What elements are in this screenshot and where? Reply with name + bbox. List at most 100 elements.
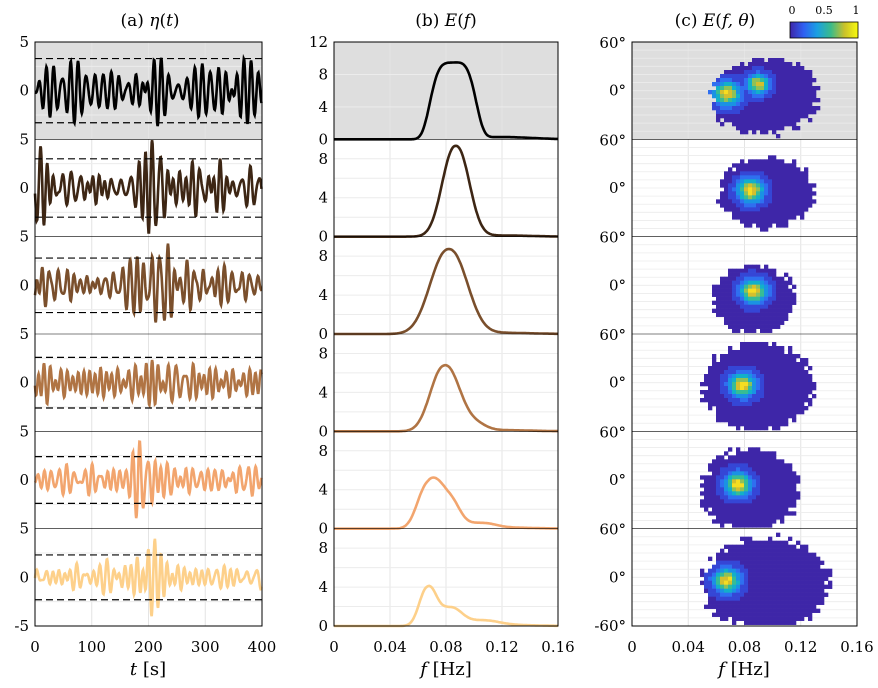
panel-c-cell <box>772 215 777 220</box>
panel-c-cell <box>736 280 741 285</box>
panel-c-cell <box>792 78 797 83</box>
panel-c-cell <box>760 227 765 232</box>
panel-c-cell <box>772 604 777 609</box>
panel-c-cell <box>788 187 793 192</box>
panel-c-cell <box>772 560 777 565</box>
panel-c-title: (c) E(f, θ) <box>675 11 756 31</box>
panel-c-cell <box>760 346 765 351</box>
panel-c-cell <box>740 296 745 301</box>
panel-c-cell <box>796 98 801 103</box>
panel-c-cell <box>756 572 761 577</box>
panel-c-cell <box>744 82 749 87</box>
panel-c-cell <box>744 312 749 317</box>
panel-c-cell <box>700 580 705 585</box>
panel-c-cell <box>796 596 801 601</box>
panel-c-cell <box>796 86 801 91</box>
panel-c-cell <box>768 511 773 516</box>
panel-c-cell <box>756 171 761 176</box>
panel-c-cell <box>760 467 765 472</box>
panel-c-cell <box>796 199 801 204</box>
panel-c-cell <box>784 503 789 508</box>
panel-c-cell <box>804 114 809 119</box>
panel-c-cell <box>740 346 745 351</box>
panel-c-cell <box>764 312 769 317</box>
panel-c-cell <box>748 552 753 557</box>
panel-c-cell <box>708 394 713 399</box>
panel-c-cell <box>740 304 745 309</box>
panel-c-cell <box>804 175 809 180</box>
panel-c-cell <box>720 491 725 496</box>
panel-c-xlabel: f [Hz] <box>716 659 770 680</box>
panel-c-cell <box>792 354 797 359</box>
panel-c-cell <box>788 564 793 569</box>
panel-c-cell <box>720 588 725 593</box>
panel-c-cell <box>716 312 721 317</box>
panel-c-cell <box>796 495 801 500</box>
panel-c-cell <box>772 304 777 309</box>
panel-c-cell <box>716 495 721 500</box>
panel-c-cell <box>804 203 809 208</box>
panel-c-cell <box>736 491 741 496</box>
panel-b-ytick-4-row-6: 4 <box>318 578 328 596</box>
panel-c-cell <box>800 596 805 601</box>
panel-c-cell <box>760 422 765 427</box>
colorbar-tick-0: 0 <box>789 4 796 17</box>
panel-c-cell <box>780 374 785 379</box>
panel-c-cell <box>716 556 721 561</box>
panel-c-cell <box>792 106 797 111</box>
panel-c-cell <box>744 264 749 269</box>
panel-c-cell <box>788 511 793 516</box>
panel-c-cell <box>724 588 729 593</box>
panel-c-cell <box>764 560 769 565</box>
panel-c-cell <box>744 620 749 625</box>
panel-c-cell <box>796 378 801 383</box>
panel-c-cell <box>756 410 761 415</box>
panel-c-cell <box>728 584 733 589</box>
panel-c-cell <box>796 106 801 111</box>
panel-c-cell <box>768 175 773 180</box>
panel-c-cell <box>812 183 817 188</box>
panel-c-cell <box>768 98 773 103</box>
panel-c-cell <box>760 596 765 601</box>
panel-c-cell <box>748 556 753 561</box>
panel-c-cell <box>788 110 793 115</box>
panel-c-cell <box>720 560 725 565</box>
panel-c-cell <box>804 576 809 581</box>
panel-c-cell <box>772 378 777 383</box>
panel-c-cell <box>768 572 773 577</box>
panel-c-cell <box>772 584 777 589</box>
panel-c-cell <box>752 304 757 309</box>
panel-c-cell <box>704 483 709 488</box>
panel-c-cell <box>752 612 757 617</box>
panel-c-cell <box>780 110 785 115</box>
panel-c-cell <box>748 328 753 333</box>
panel-c-cell <box>756 471 761 476</box>
panel-c-cell <box>740 560 745 565</box>
panel-c-cell <box>740 102 745 107</box>
panel-c-cell <box>736 126 741 131</box>
panel-c-cell <box>792 207 797 212</box>
panel-c-cell <box>788 556 793 561</box>
panel-c-cell <box>704 487 709 492</box>
panel-c-cell <box>768 191 773 196</box>
panel-c-cell <box>732 94 737 99</box>
panel-c-cell <box>752 276 757 281</box>
panel-c-cell <box>732 620 737 625</box>
panel-c-cell <box>792 366 797 371</box>
panel-c-cell <box>776 346 781 351</box>
panel-c-cell <box>772 459 777 464</box>
panel-c-cell <box>796 370 801 375</box>
panel-c-cell <box>792 163 797 168</box>
panel-c-cell <box>720 600 725 605</box>
panel-c-cell <box>724 544 729 549</box>
panel-c-cell <box>792 620 797 625</box>
panel-c-cell <box>792 487 797 492</box>
panel-c-cell <box>752 191 757 196</box>
panel-c-cell <box>768 122 773 127</box>
panel-c-cell <box>776 171 781 176</box>
panel-c-cell <box>776 276 781 281</box>
panel-c-cell <box>772 163 777 168</box>
panel-c-cell <box>792 612 797 617</box>
panel-c-cell <box>724 74 729 79</box>
panel-c-cell <box>756 620 761 625</box>
